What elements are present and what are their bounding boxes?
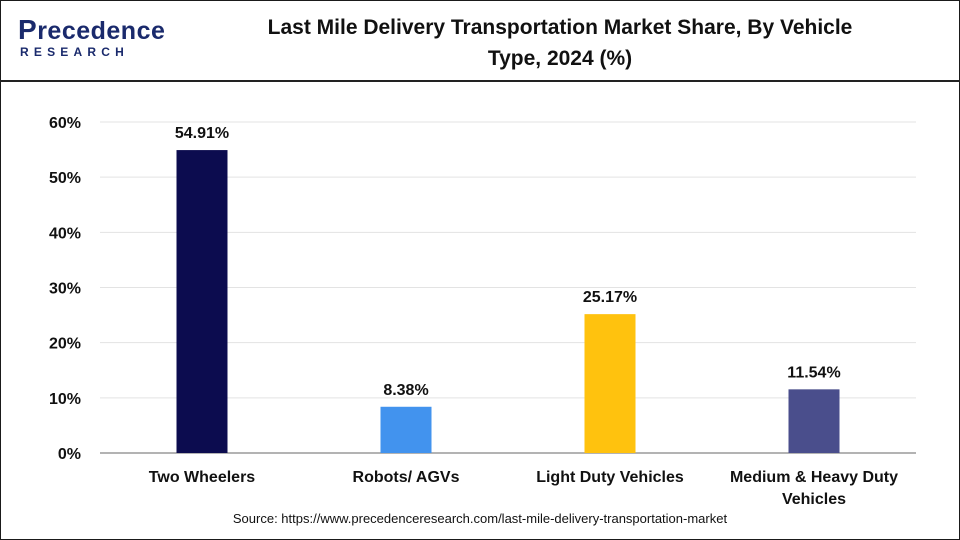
- y-tick-label: 30%: [49, 281, 81, 298]
- precedence-research-logo: Precedence RESEARCH: [18, 14, 165, 64]
- data-label: 8.38%: [383, 382, 428, 399]
- y-tick-label: 0%: [58, 446, 81, 463]
- logo-wordmark: Precedence: [18, 14, 165, 46]
- x-tick-label: Light Duty Vehicles: [536, 469, 684, 486]
- header-divider: [0, 80, 960, 82]
- logo-initial: P: [18, 14, 38, 45]
- x-tick-label: Robots/ AGVs: [353, 469, 460, 486]
- chart-title-line-1: Last Mile Delivery Transportation Market…: [267, 16, 853, 39]
- x-tick-label: Vehicles: [782, 491, 846, 508]
- bar: [788, 389, 840, 453]
- y-tick-label: 60%: [49, 115, 81, 132]
- logo-tagline: RESEARCH: [20, 45, 129, 59]
- y-tick-label: 20%: [49, 336, 81, 353]
- y-tick-label: 50%: [49, 170, 81, 187]
- bar: [380, 406, 432, 453]
- data-label: 25.17%: [583, 289, 637, 306]
- data-label: 54.91%: [175, 125, 229, 142]
- chart-title: Last Mile Delivery Transportation Market…: [190, 12, 930, 74]
- data-label: 11.54%: [787, 364, 840, 381]
- bar: [584, 314, 636, 453]
- source-note: Source: https://www.precedenceresearch.c…: [232, 511, 728, 526]
- y-tick-label: 10%: [49, 391, 81, 408]
- y-tick-label: 40%: [49, 225, 81, 242]
- bar: [176, 150, 228, 453]
- chart-title-line-2: Type, 2024 (%): [487, 47, 633, 70]
- logo-wordmark-rest: recedence: [37, 17, 166, 45]
- x-tick-label: Two Wheelers: [149, 469, 255, 486]
- x-tick-label: Medium & Heavy Duty: [730, 469, 898, 486]
